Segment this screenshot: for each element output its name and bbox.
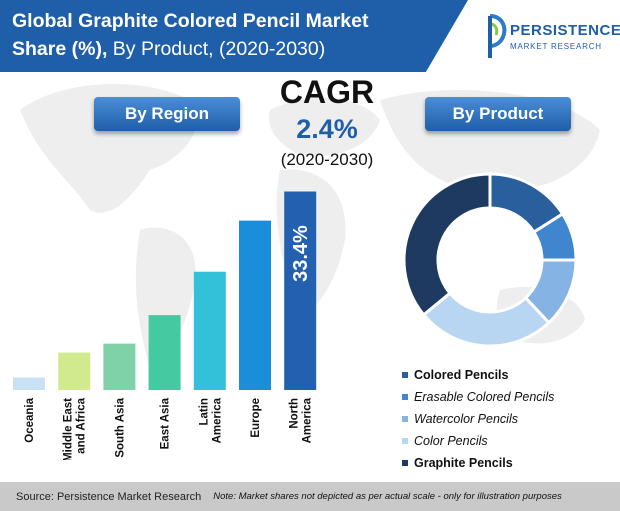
bar-label-oceania: Oceania <box>24 397 36 442</box>
logo-mark-icon <box>488 14 507 58</box>
legend-item-color-pencils: Color Pencils <box>402 430 612 452</box>
footer-bar: Source: Persistence Market Research Note… <box>0 482 620 511</box>
bar-oceania <box>13 377 45 390</box>
title-banner: Global Graphite Colored Pencil Market Sh… <box>0 0 468 72</box>
title-line-2-rest: By Product, (2020-2030) <box>107 38 326 60</box>
cagr-label: CAGR <box>279 74 375 110</box>
product-donut-chart <box>402 172 578 348</box>
legend-label: Color Pencils <box>414 434 488 448</box>
bar-category-labels: Oceania Middle Eastand Africa South Asia Ea… <box>24 397 314 460</box>
legend-swatch-icon <box>402 372 408 378</box>
title-line-2: Share (%), By Product, (2020-2030) <box>12 38 325 61</box>
footer-note: Note: Market shares not depicted as per … <box>213 491 562 502</box>
legend-swatch-icon <box>402 438 408 444</box>
bar-group <box>13 191 317 390</box>
legend-label: Erasable Colored Pencils <box>414 390 555 404</box>
legend-swatch-icon <box>402 394 408 400</box>
by-region-label: By Region <box>124 104 210 123</box>
donut-slice-group <box>402 172 578 348</box>
product-legend: Colored Pencils Erasable Colored Pencils W… <box>402 364 612 474</box>
cagr-period: (2020-2030) <box>280 150 374 169</box>
logo-word-2: MARKET RESEARCH <box>510 42 602 51</box>
legend-label: Colored Pencils <box>414 368 509 382</box>
legend-swatch-icon <box>402 416 408 422</box>
bar-south-asia <box>103 343 136 390</box>
by-product-pill: By Product <box>425 97 571 131</box>
bar-label-north-america: NorthAmerica <box>289 397 314 443</box>
legend-item-watercolor-pencils: Watercolor Pencils <box>402 408 612 430</box>
title-line-2-bold: Share (%), <box>12 38 108 60</box>
bar-east-asia <box>148 315 181 390</box>
legend-swatch-icon <box>402 460 408 466</box>
footer-source: Source: Persistence Market Research <box>16 490 202 503</box>
bar-label-east-asia: East Asia <box>160 397 172 449</box>
persistence-logo: PERSISTENCE MARKET RESEARCH <box>470 6 620 68</box>
cagr-value: 2.4% <box>296 114 358 144</box>
bar-label-latin-america: LatinAmerica <box>198 397 223 443</box>
bar-label-europe: Europe <box>250 398 262 438</box>
bar-label-south-asia: South Asia <box>114 397 126 457</box>
legend-label: Watercolor Pencils <box>414 412 518 426</box>
by-product-label: By Product <box>452 104 544 123</box>
legend-item-erasable-colored-pencils: Erasable Colored Pencils <box>402 386 612 408</box>
bar-latin-america <box>193 271 226 390</box>
donut-slice-graphite-pencils <box>402 172 492 317</box>
bar-middle-east-and-africa <box>58 352 91 390</box>
bar-label-middle-east-and-africa: Middle Eastand Africa <box>63 397 88 460</box>
legend-item-graphite-pencils: Graphite Pencils <box>402 452 612 474</box>
bar-value-label-group: 33.4% <box>290 225 312 282</box>
by-region-pill: By Region <box>94 97 240 131</box>
logo-word-1: PERSISTENCE <box>510 22 620 39</box>
bar-europe <box>239 220 271 390</box>
bar-value-label-north-america: 33.4% <box>290 225 312 282</box>
bar-north-america <box>284 191 317 390</box>
legend-label: Graphite Pencils <box>414 456 513 470</box>
region-bar-chart: Oceania Middle Eastand Africa South Asia Ea… <box>13 191 317 460</box>
title-line-1: Global Graphite Colored Pencil Market <box>12 10 369 32</box>
legend-item-colored-pencils: Colored Pencils <box>402 364 612 386</box>
